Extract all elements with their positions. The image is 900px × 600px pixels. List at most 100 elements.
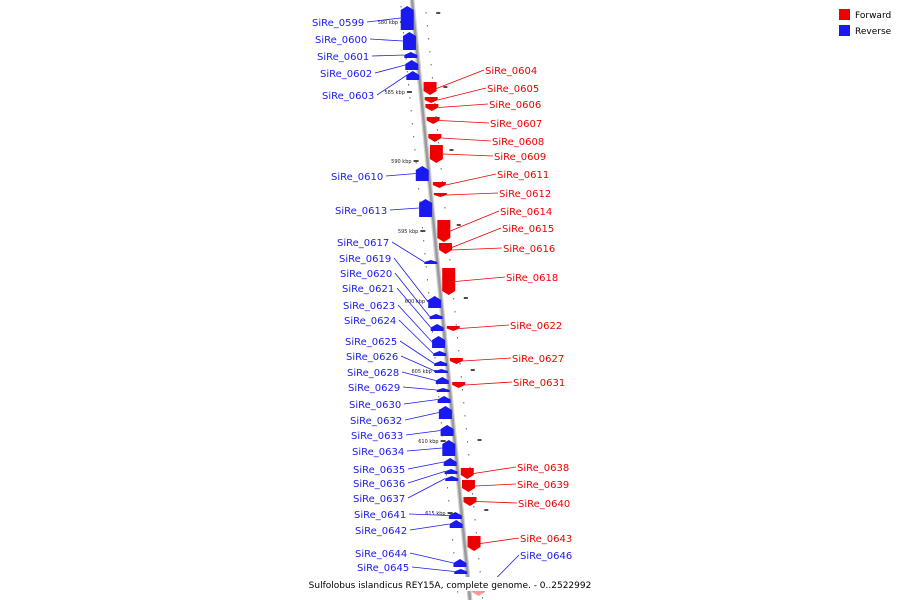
reverse-gene-label[interactable]: SiRe_0641 <box>354 510 406 521</box>
reverse-gene-arrow[interactable] <box>433 351 447 356</box>
forward-gene-label[interactable]: SiRe_0622 <box>510 321 562 332</box>
forward-gene-arrow[interactable] <box>426 117 440 124</box>
reverse-gene-arrow[interactable] <box>434 369 448 373</box>
reverse-gene-arrow[interactable] <box>444 469 458 474</box>
reverse-gene-label[interactable]: SiRe_0633 <box>351 431 403 442</box>
forward-gene-arrow[interactable] <box>429 145 443 163</box>
forward-gene-label[interactable]: SiRe_0607 <box>490 119 542 130</box>
forward-gene-label[interactable]: SiRe_0604 <box>485 66 537 77</box>
reverse-gene-label[interactable]: SiRe_0637 <box>353 494 405 505</box>
reverse-gene-arrow[interactable] <box>430 324 444 331</box>
forward-gene-arrow[interactable] <box>428 134 442 142</box>
reverse-gene-arrow[interactable] <box>400 6 414 30</box>
forward-gene-arrow[interactable] <box>461 480 475 492</box>
forward-gene-label[interactable]: SiRe_0608 <box>492 137 544 148</box>
genome-caption: Sulfolobus islandicus REY15A, complete g… <box>309 581 592 591</box>
reverse-gene-arrow[interactable] <box>435 377 449 384</box>
track-dot <box>434 103 436 105</box>
reverse-gene-label[interactable]: SiRe_0636 <box>353 479 405 490</box>
reverse-gene-arrow[interactable] <box>436 388 450 392</box>
reverse-gene-arrow[interactable] <box>405 60 419 70</box>
reverse-gene-label[interactable]: SiRe_0628 <box>347 368 399 379</box>
reverse-gene-arrow[interactable] <box>428 296 442 308</box>
forward-gene-arrow[interactable] <box>442 268 456 295</box>
reverse-gene-arrow[interactable] <box>406 71 420 80</box>
track-dot <box>438 396 440 398</box>
forward-gene-label[interactable]: SiRe_0612 <box>499 189 551 200</box>
forward-gene-arrow[interactable] <box>425 104 439 111</box>
forward-gene-arrow[interactable] <box>460 468 474 479</box>
reverse-gene-label[interactable]: SiRe_0624 <box>344 316 396 327</box>
reverse-gene-label[interactable]: SiRe_0620 <box>340 269 392 280</box>
forward-gene-arrow[interactable] <box>467 536 481 551</box>
reverse-gene-label[interactable]: SiRe_0600 <box>315 35 367 46</box>
reverse-gene-label[interactable]: SiRe_0632 <box>350 416 402 427</box>
reverse-gene-label[interactable]: SiRe_0629 <box>348 383 400 394</box>
forward-gene-label[interactable]: SiRe_0638 <box>517 463 569 474</box>
reverse-gene-arrow[interactable] <box>454 569 468 574</box>
reverse-gene-arrow[interactable] <box>443 458 457 466</box>
reverse-gene-label[interactable]: SiRe_0635 <box>353 465 405 476</box>
reverse-gene-label[interactable]: SiRe_0603 <box>322 91 374 102</box>
forward-gene-arrow[interactable] <box>424 97 438 103</box>
reverse-gene-label[interactable]: SiRe_0634 <box>352 447 404 458</box>
reverse-gene-arrow[interactable] <box>437 396 451 403</box>
reverse-gene-label[interactable]: SiRe_0602 <box>320 69 372 80</box>
reverse-gene-label[interactable]: SiRe_0621 <box>342 284 394 295</box>
reverse-gene-arrow[interactable] <box>429 314 443 319</box>
reverse-gene-arrow[interactable] <box>402 32 416 50</box>
reverse-gene-label[interactable]: SiRe_0613 <box>335 206 387 217</box>
reverse-gene-label[interactable]: SiRe_0601 <box>317 52 369 63</box>
reverse-gene-label[interactable]: SiRe_0645 <box>357 563 409 574</box>
forward-gene-arrow[interactable] <box>452 382 466 388</box>
reverse-gene-label[interactable]: SiRe_0617 <box>337 238 389 249</box>
forward-gene-label[interactable]: SiRe_0639 <box>517 480 569 491</box>
reverse-gene-arrow[interactable] <box>445 476 459 481</box>
forward-gene-label[interactable]: SiRe_0615 <box>502 224 554 235</box>
reverse-gene-arrow[interactable] <box>404 52 418 58</box>
reverse-gene-arrow[interactable] <box>432 336 446 348</box>
reverse-gene-label[interactable]: SiRe_0626 <box>346 352 398 363</box>
forward-gene-label[interactable]: SiRe_0605 <box>487 84 539 95</box>
reverse-gene-label[interactable]: SiRe_0644 <box>355 549 407 560</box>
forward-gene-label[interactable]: SiRe_0627 <box>512 354 564 365</box>
forward-gene-label[interactable]: SiRe_0609 <box>494 152 546 163</box>
forward-gene-label[interactable]: SiRe_0640 <box>518 499 570 510</box>
forward-gene-arrow[interactable] <box>439 246 453 254</box>
reverse-gene-arrow[interactable] <box>419 199 433 217</box>
forward-gene-label[interactable]: SiRe_0618 <box>506 273 558 284</box>
reverse-gene-arrow[interactable] <box>448 512 462 519</box>
reverse-gene-label[interactable]: SiRe_0625 <box>345 337 397 348</box>
forward-gene-arrow[interactable] <box>449 358 463 364</box>
reverse-gene-arrow[interactable] <box>434 361 448 366</box>
forward-gene-arrow[interactable] <box>437 220 451 242</box>
forward-gene-arrow[interactable] <box>463 497 477 506</box>
forward-gene-label[interactable]: SiRe_0631 <box>513 378 565 389</box>
forward-gene-arrow[interactable] <box>432 182 446 188</box>
reverse-gene-arrow[interactable] <box>438 406 452 419</box>
track-dot <box>411 123 413 125</box>
reverse-gene-label[interactable]: SiRe_0599 <box>312 18 364 29</box>
track-dot <box>478 558 480 560</box>
forward-gene-label[interactable]: SiRe_0643 <box>520 534 572 545</box>
reverse-gene-arrow[interactable] <box>440 425 454 436</box>
reverse-gene-arrow[interactable] <box>442 440 456 456</box>
reverse-gene-label[interactable]: SiRe_0619 <box>339 254 391 265</box>
reverse-gene-arrow[interactable] <box>449 520 463 528</box>
forward-gene-label[interactable]: SiRe_0606 <box>489 100 541 111</box>
forward-gene-arrow[interactable] <box>423 82 437 95</box>
reverse-gene-label[interactable]: SiRe_0642 <box>355 526 407 537</box>
reverse-gene-label[interactable]: SiRe_0610 <box>331 172 383 183</box>
reverse-gene-arrow[interactable] <box>424 260 438 264</box>
forward-gene-label[interactable]: SiRe_0614 <box>500 207 552 218</box>
track-dot <box>406 71 408 73</box>
reverse-gene-arrow[interactable] <box>415 166 429 181</box>
reverse-gene-label[interactable]: SiRe_0623 <box>343 301 395 312</box>
forward-gene-label[interactable]: SiRe_0616 <box>503 244 555 255</box>
forward-gene-label[interactable]: SiRe_0646 <box>520 551 572 562</box>
forward-gene-label[interactable]: SiRe_0611 <box>497 170 549 181</box>
forward-gene-arrow[interactable] <box>446 326 460 331</box>
reverse-gene-arrow[interactable] <box>453 559 467 567</box>
reverse-gene-label[interactable]: SiRe_0630 <box>349 400 401 411</box>
forward-gene-arrow[interactable] <box>433 193 447 197</box>
